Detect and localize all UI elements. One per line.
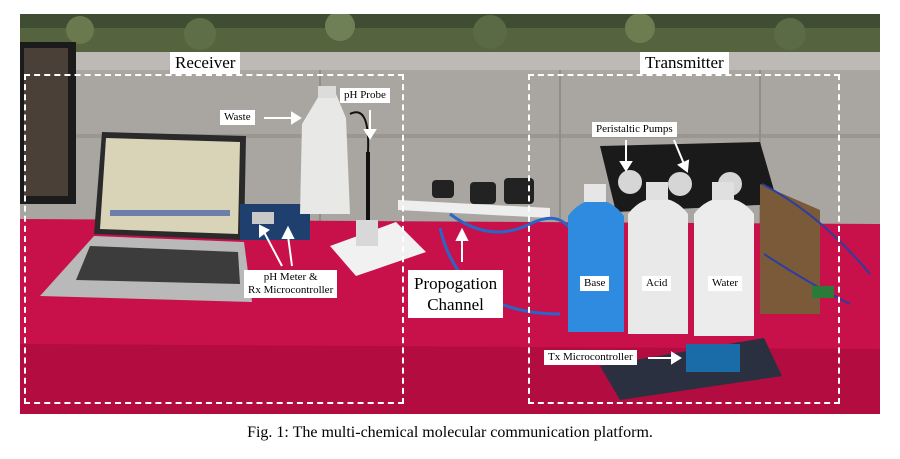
ph-probe-label: pH Probe [340,88,390,103]
peristaltic-pumps-label: Peristaltic Pumps [592,122,677,137]
acid-label: Acid [642,276,672,291]
waste-jug [300,94,350,214]
acid-bottle [628,198,688,334]
water-label: Water [708,276,742,291]
ph-meter-label: pH Meter & Rx Microcontroller [244,270,338,298]
propagation-channel-label: Propogation Channel [408,270,504,318]
base-label: Base [580,276,610,291]
figure-caption: Fig. 1: The multi-chemical molecular com… [247,424,653,441]
receiver-region [24,74,404,404]
rx-board [240,204,310,240]
waste-label: Waste [220,110,255,125]
platform-photo: Receiver Transmitter Waste pH Probe Peri… [20,14,880,414]
receiver-title: Receiver [170,52,241,74]
base-bottle [568,200,624,332]
annotation-arrows [259,110,690,365]
power-strip [398,200,550,218]
transmitter-region [528,74,840,404]
water-bottle [694,198,754,336]
tx-microcontroller-label: Tx Microcontroller [544,350,637,365]
transmitter-title: Transmitter [640,52,729,74]
